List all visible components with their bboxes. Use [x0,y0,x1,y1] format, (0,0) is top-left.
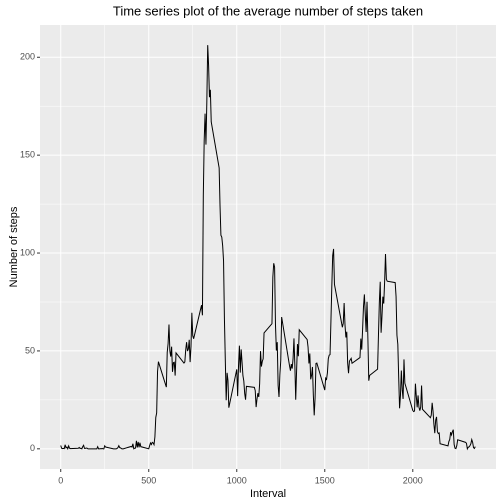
panel [40,25,496,469]
x-tick-label: 0 [58,475,63,485]
y-tick-label: 150 [20,150,35,160]
y-tick-label: 200 [20,52,35,62]
y-axis-title: Number of steps [8,206,20,287]
y-tick-label: 0 [30,443,35,453]
x-axis-title: Interval [250,488,286,500]
y-tick-label: 50 [25,345,35,355]
x-tick-label: 2000 [403,475,423,485]
x-tick-label: 500 [141,475,156,485]
x-tick-label: 1000 [227,475,247,485]
chart-title: Time series plot of the average number o… [113,3,423,18]
y-tick-label: 100 [20,247,35,257]
x-tick-label: 1500 [315,475,335,485]
line [60,45,476,451]
